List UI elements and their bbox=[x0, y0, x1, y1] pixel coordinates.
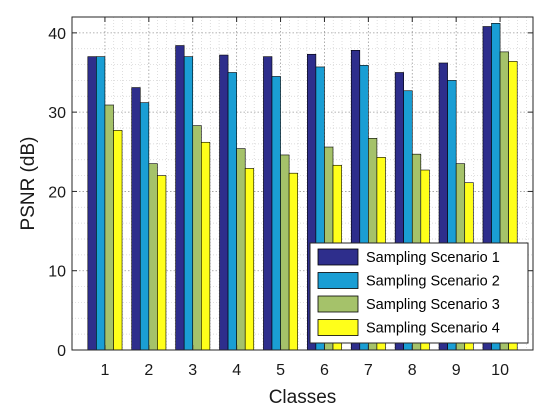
bar-series1-class2 bbox=[131, 87, 141, 351]
legend-swatch-2 bbox=[317, 272, 359, 289]
bar-series4-class5 bbox=[288, 172, 298, 351]
bar-series1-class1 bbox=[87, 56, 97, 351]
y-tick-label: 0 bbox=[57, 343, 66, 360]
legend-swatch-3 bbox=[317, 295, 359, 313]
bar-series2-class4 bbox=[227, 72, 237, 351]
bar-series4-class3 bbox=[200, 141, 211, 351]
x-tick-label: 4 bbox=[232, 362, 241, 379]
x-tick-label: 1 bbox=[100, 362, 109, 379]
y-tick-label: 20 bbox=[48, 184, 66, 201]
legend-label-4: Sampling Scenario 4 bbox=[366, 321, 500, 337]
y-tick-label: 30 bbox=[48, 105, 66, 122]
bar-series2-class3 bbox=[183, 56, 194, 351]
bar-series2-class5 bbox=[271, 76, 281, 351]
x-tick-label: 9 bbox=[452, 362, 461, 379]
legend-label-2: Sampling Scenario 2 bbox=[366, 274, 500, 290]
x-tick-label: 5 bbox=[276, 362, 285, 379]
legend-label-3: Sampling Scenario 3 bbox=[366, 297, 500, 313]
bar-series4-class4 bbox=[244, 168, 255, 351]
x-tick-label: 7 bbox=[364, 362, 373, 379]
bar-series3-class5 bbox=[280, 154, 290, 351]
bar-series3-class1 bbox=[104, 104, 114, 351]
legend-label-1: Sampling Scenario 1 bbox=[366, 250, 500, 266]
y-tick-label: 10 bbox=[48, 264, 66, 281]
bar-series4-class2 bbox=[157, 175, 167, 351]
legend-swatch-4 bbox=[317, 319, 359, 336]
bar-series1-class4 bbox=[219, 54, 229, 351]
legend: Sampling Scenario 1 Sampling Scenario 2 Sa… bbox=[309, 242, 529, 344]
bar-series3-class2 bbox=[148, 163, 158, 351]
plot-frame bbox=[71, 16, 534, 351]
bar-series3-class3 bbox=[192, 125, 202, 351]
x-tick-label: 2 bbox=[144, 362, 153, 379]
y-axis-label: PSNR (dB) bbox=[18, 137, 39, 231]
bar-series3-class4 bbox=[236, 148, 246, 351]
legend-swatch-1 bbox=[317, 248, 359, 266]
bar-series2-class2 bbox=[139, 102, 150, 351]
x-tick-label: 10 bbox=[491, 362, 509, 379]
bar-series4-class1 bbox=[113, 130, 123, 351]
x-tick-label: 6 bbox=[320, 362, 329, 379]
bar-series1-class5 bbox=[263, 56, 273, 351]
tick-labels: 0 10 20 30 40 1 2 3 4 5 6 7 8 9 10 bbox=[48, 17, 533, 379]
x-tick-label: 3 bbox=[188, 362, 197, 379]
x-tick-label: 8 bbox=[408, 362, 417, 379]
y-tick-label: 40 bbox=[48, 26, 66, 43]
bar-series1-class3 bbox=[175, 45, 185, 351]
x-axis-label: Classes bbox=[269, 387, 337, 408]
bar-series2-class1 bbox=[96, 56, 106, 351]
